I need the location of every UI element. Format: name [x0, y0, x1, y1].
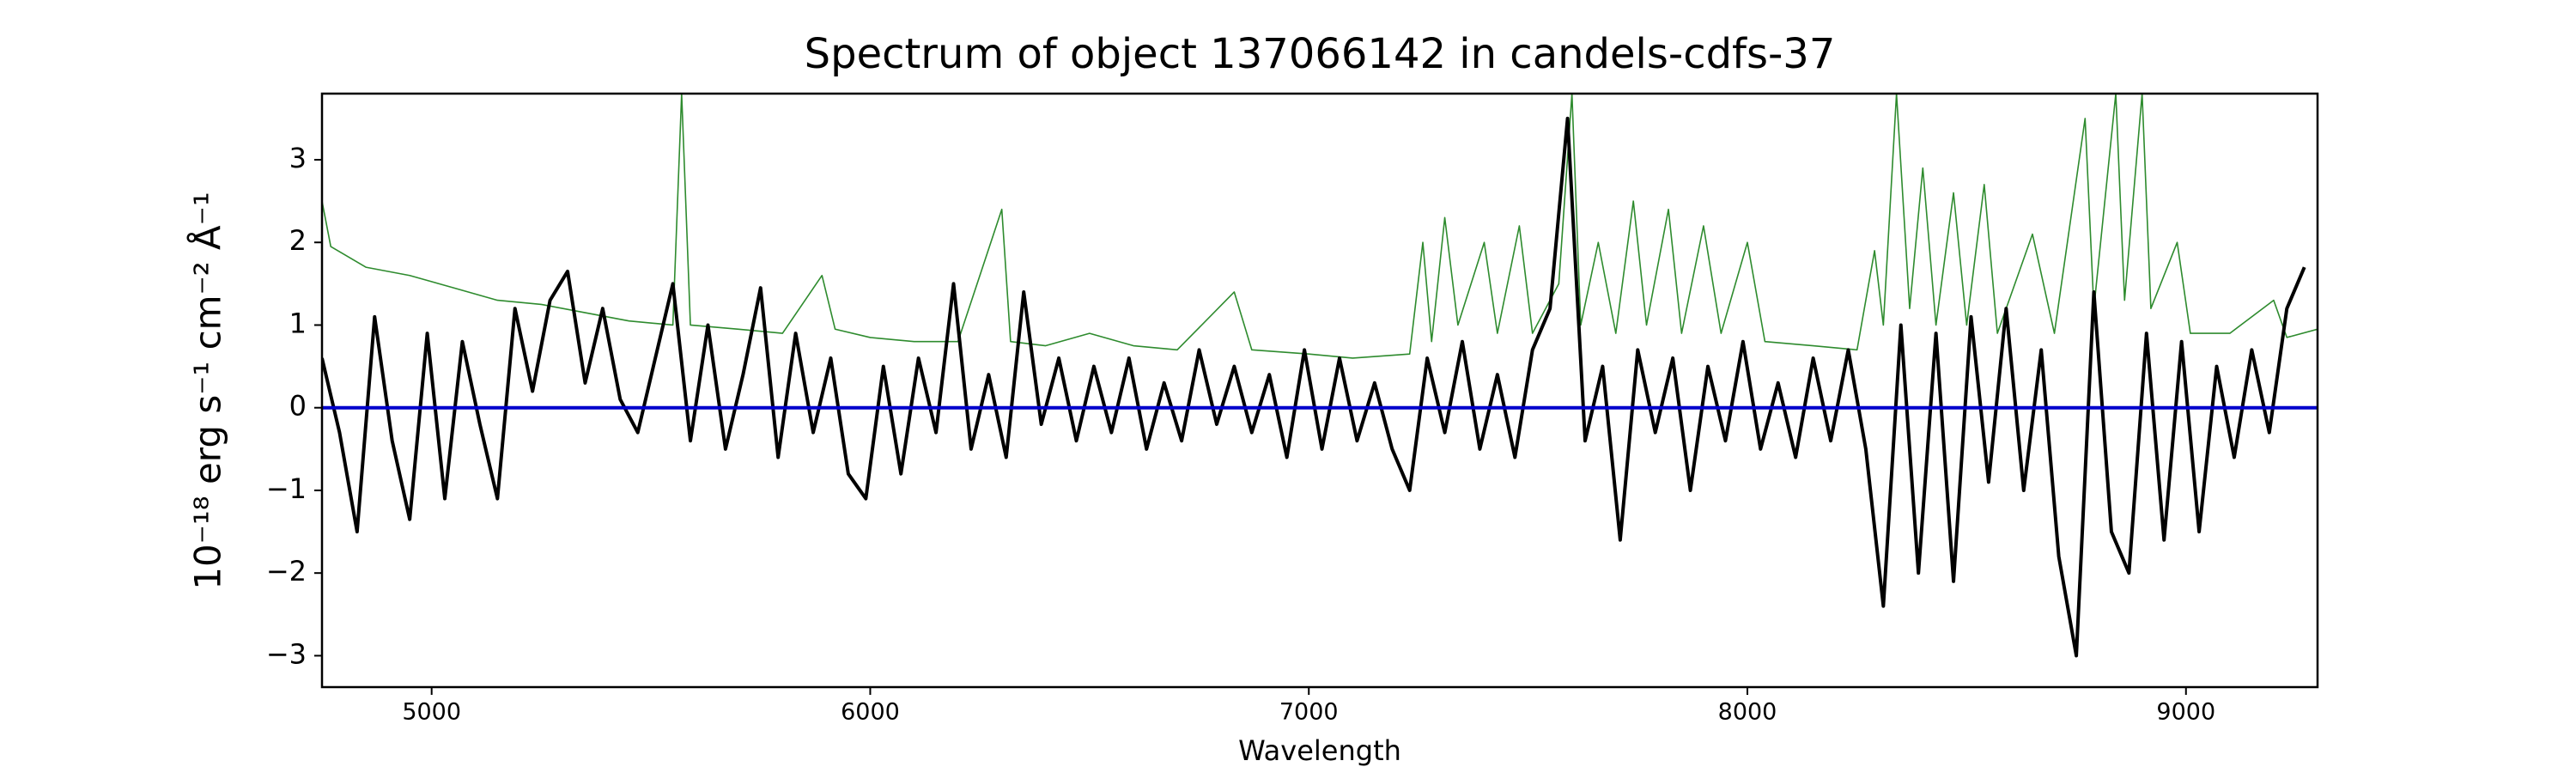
chart-title: Spectrum of object 137066142 in candels-… — [805, 30, 1836, 78]
y-tick-label: 3 — [289, 142, 307, 174]
x-tick-label: 5000 — [402, 699, 461, 726]
series-line — [322, 94, 2318, 359]
x-tick-label: 6000 — [841, 699, 900, 726]
series-line — [322, 116, 2306, 658]
x-axis-label: Wavelength — [1238, 734, 1401, 767]
y-tick-label: 2 — [289, 224, 307, 257]
y-axis-label: 10⁻¹⁸ erg s⁻¹ cm⁻² Å⁻¹ — [186, 192, 229, 589]
y-tick-label: −1 — [266, 472, 307, 505]
plot-area — [322, 94, 2318, 658]
y-tick-label: −2 — [266, 555, 307, 587]
x-tick-label: 8000 — [1718, 699, 1777, 726]
plot-frame — [320, 92, 2319, 689]
x-tick-label: 7000 — [1279, 699, 1339, 726]
x-tick-label: 9000 — [2156, 699, 2215, 726]
y-tick-label: 0 — [289, 390, 307, 423]
y-tick-label: 1 — [289, 307, 307, 339]
y-tick-label: −3 — [266, 637, 307, 670]
